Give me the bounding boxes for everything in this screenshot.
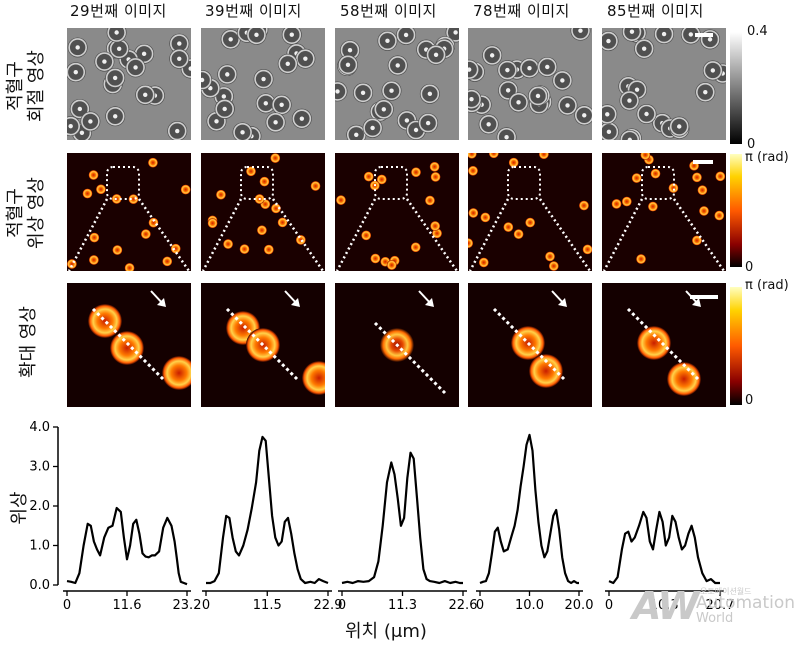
phase-image-5 <box>602 153 726 271</box>
x-tick-label: 23.2 <box>173 598 202 613</box>
colorbar-zoom-top: π (rad) <box>745 278 789 293</box>
diffraction-image-2 <box>201 28 325 140</box>
y-tick-label: 1.0 <box>29 539 50 554</box>
row-title-phase-line1: 적혈구 <box>5 188 26 238</box>
phase-image-1 <box>67 153 191 271</box>
watermark-logo: AW <box>632 584 699 628</box>
zoom-image-4 <box>468 283 592 407</box>
column-title-58: 58번째 이미지 <box>340 2 437 20</box>
zoom-image-2 <box>201 283 325 407</box>
x-tick-label: 0 <box>338 598 346 613</box>
row-title-diffraction-line2: 회절 영상 <box>26 50 47 122</box>
phase-image-4 <box>468 153 592 271</box>
diffraction-image-1 <box>67 28 191 140</box>
zoom-image-3 <box>335 283 459 407</box>
colorbar-hot-zoom <box>730 287 742 405</box>
row-title-diffraction: 적혈구 회절 영상 <box>5 26 51 146</box>
scale-bar-3 <box>690 295 718 299</box>
y-tick-label: 0.0 <box>29 578 50 593</box>
x-tick-label: 22.6 <box>449 598 478 613</box>
x-tick-label: 10.3 <box>650 598 679 613</box>
x-tick-label: 10.0 <box>515 598 544 613</box>
x-tick-label: 0 <box>605 598 613 613</box>
phase-profile-line-1 <box>66 506 188 586</box>
row-title-zoom-line1: 확대 영상 <box>18 306 39 378</box>
x-tick-label: 20.0 <box>565 598 594 613</box>
phase-profile-line-3 <box>341 451 463 585</box>
x-tick-label: 11.5 <box>253 598 282 613</box>
y-tick-label: 4.0 <box>29 420 50 435</box>
scale-bar-2 <box>693 160 713 164</box>
phase-profile-line-4 <box>479 433 579 585</box>
zoom-image-1 <box>67 283 191 407</box>
x-tick-label: 22.9 <box>314 598 343 613</box>
y-tick-label: 3.0 <box>29 460 50 475</box>
watermark-line2: World <box>696 611 734 626</box>
row-title-diffraction-line1: 적혈구 <box>5 61 26 111</box>
phase-profile-line-2 <box>206 435 329 585</box>
diffraction-image-3 <box>335 28 459 140</box>
x-axis-title: 위치 (μm) <box>345 621 427 642</box>
colorbar-gray-top: 0.4 <box>747 24 768 39</box>
x-tick-label: 0 <box>63 598 71 613</box>
row-title-phase-line2: 위상 영상 <box>26 177 47 249</box>
phase-profile-chart: 0.01.02.03.04.00 11.6 23.2 0 11.5 22.90 11.3 22… <box>29 420 735 613</box>
colorbar-zoom-bottom: 0 <box>745 393 754 408</box>
colorbar-gray <box>730 32 742 144</box>
y-tick-label: 2.0 <box>29 499 50 514</box>
diffraction-image-5 <box>602 28 726 140</box>
colorbar-gray-bottom: 0 <box>747 137 756 152</box>
phase-profile-line-5 <box>608 510 720 585</box>
x-tick-label: 20.7 <box>706 598 735 613</box>
diffraction-image-4 <box>468 28 592 140</box>
x-tick-label: 11.6 <box>113 598 142 613</box>
column-title-29: 29번째 이미지 <box>70 2 167 20</box>
colorbar-phase-bottom: 0 <box>745 260 754 275</box>
phase-image-3 <box>335 153 459 271</box>
zoom-image-5 <box>602 283 726 407</box>
column-title-78: 78번째 이미지 <box>473 2 570 20</box>
colorbar-hot-phase <box>730 154 742 267</box>
column-title-39: 39번째 이미지 <box>205 2 302 20</box>
phase-image-2 <box>201 153 325 271</box>
colorbar-phase-top: π (rad) <box>745 150 789 165</box>
x-tick-label: 0 <box>202 598 210 613</box>
scale-bar-1 <box>695 33 713 37</box>
watermark-small: 오토메이션월드 <box>700 587 752 596</box>
x-tick-label: 11.3 <box>388 598 417 613</box>
watermark: AW 오토메이션월드 Automation World <box>632 584 795 636</box>
watermark-line1: Automation <box>696 593 795 613</box>
x-tick-label: 0 <box>476 598 484 613</box>
y-axis-title: 위상 <box>9 491 30 525</box>
column-title-85: 85번째 이미지 <box>607 2 704 20</box>
row-title-zoom: 확대 영상 <box>18 292 42 392</box>
row-title-phase: 적혈구 위상 영상 <box>5 153 51 273</box>
